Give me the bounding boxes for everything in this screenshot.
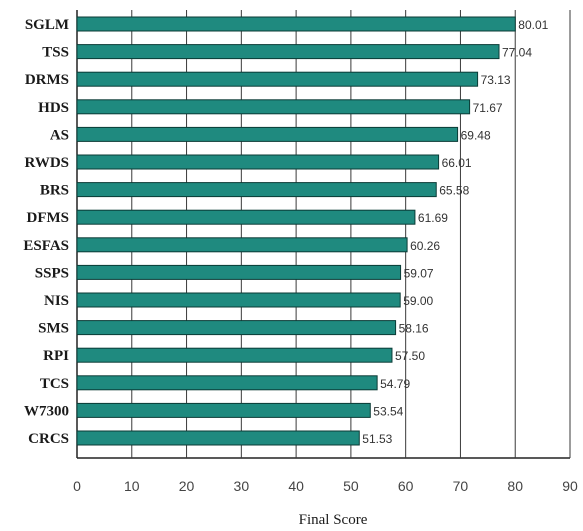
x-tick-label: 80 <box>507 478 523 494</box>
category-label: CRCS <box>28 431 69 447</box>
bar <box>76 320 397 336</box>
bar <box>76 154 440 170</box>
bar <box>76 430 360 446</box>
x-tick-label: 60 <box>398 478 414 494</box>
category-label: DRMS <box>25 72 69 88</box>
bar <box>76 71 479 87</box>
x-tick-label: 10 <box>124 478 140 494</box>
category-label: NIS <box>44 293 69 309</box>
value-label: 59.00 <box>403 294 433 308</box>
x-tick-label: 70 <box>453 478 469 494</box>
x-tick-label: 20 <box>179 478 195 494</box>
category-label: AS <box>50 127 69 143</box>
x-tick-label: 90 <box>562 478 578 494</box>
bar <box>76 264 402 280</box>
category-label: SGLM <box>25 17 69 33</box>
category-label: BRS <box>40 183 69 199</box>
category-label: DFMS <box>27 210 70 226</box>
value-label: 51.53 <box>362 432 392 446</box>
bar <box>76 292 401 308</box>
bar <box>76 99 471 115</box>
value-label: 60.26 <box>410 239 440 253</box>
x-tick-label: 0 <box>73 478 81 494</box>
x-tick-label: 50 <box>343 478 359 494</box>
x-tick-labels: 0 10 20 30 40 50 60 70 80 90 <box>73 478 578 494</box>
category-label: W7300 <box>24 403 69 419</box>
category-label: RWDS <box>25 155 69 171</box>
bar <box>76 209 416 225</box>
value-label: 59.07 <box>404 266 434 280</box>
bar <box>76 237 408 253</box>
value-label: 71.67 <box>473 101 503 115</box>
bar <box>76 347 393 363</box>
category-label: SMS <box>38 321 69 337</box>
x-axis-title: Final Score <box>299 512 368 528</box>
category-label: TSS <box>42 45 69 61</box>
bar <box>76 126 459 142</box>
category-label: SSPS <box>35 265 69 281</box>
value-label: 57.50 <box>395 349 425 363</box>
value-label: 65.58 <box>439 184 469 198</box>
value-labels: 80.01 77.04 73.13 71.67 69.48 66.01 65.58 61.69… <box>362 18 548 446</box>
bar <box>76 44 500 60</box>
category-labels: SGLM TSS DRMS HDS AS RWDS BRS DFMS ESFAS SSPS NIS S… <box>23 17 69 447</box>
category-label: RPI <box>43 348 69 364</box>
bar <box>76 16 516 32</box>
value-label: 73.13 <box>481 73 511 87</box>
value-label: 61.69 <box>418 211 448 225</box>
value-label: 53.54 <box>373 404 403 418</box>
category-label: ESFAS <box>23 238 69 254</box>
x-tick-label: 30 <box>234 478 250 494</box>
bar <box>76 375 378 391</box>
bar <box>76 182 437 198</box>
value-label: 80.01 <box>518 18 548 32</box>
value-label: 69.48 <box>461 128 491 142</box>
x-tick-label: 40 <box>288 478 304 494</box>
category-label: HDS <box>38 100 69 116</box>
category-label: TCS <box>40 376 69 392</box>
value-label: 66.01 <box>442 156 472 170</box>
bars-group <box>76 16 516 446</box>
value-label: 54.79 <box>380 377 410 391</box>
value-label: 58.16 <box>399 322 429 336</box>
value-label: 77.04 <box>502 46 532 60</box>
bar <box>76 402 371 418</box>
